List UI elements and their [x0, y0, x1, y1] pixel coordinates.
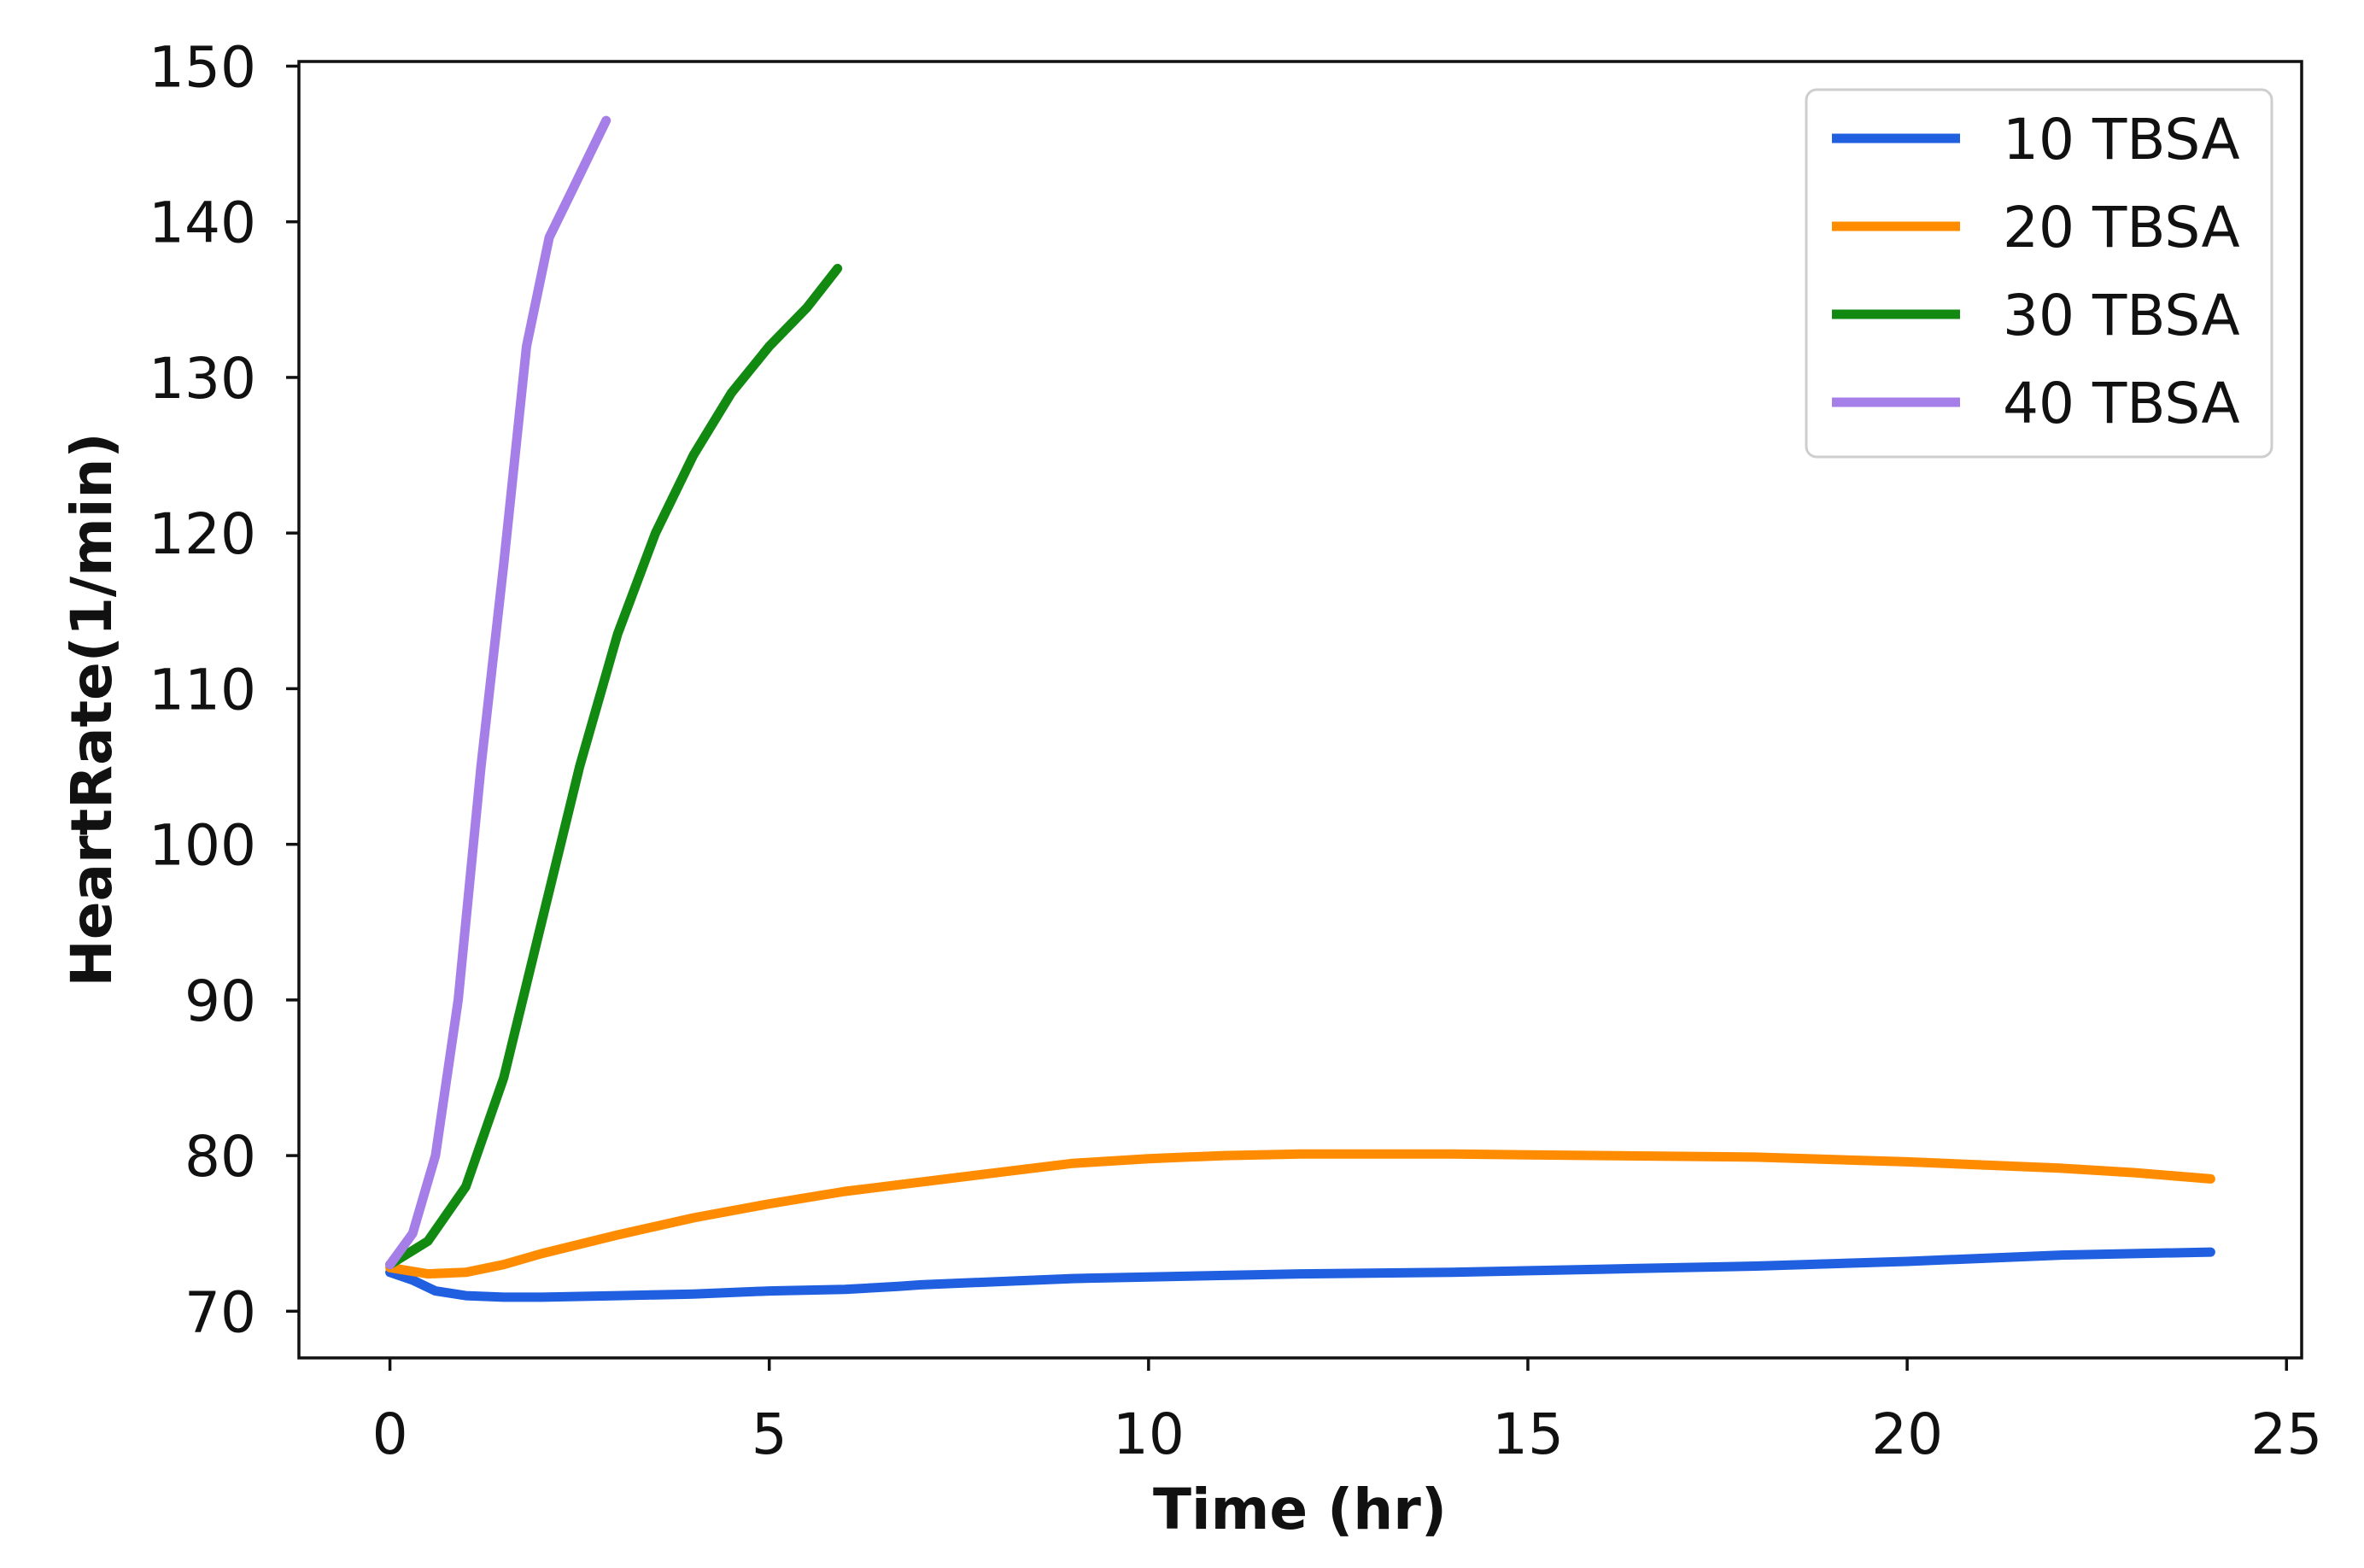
x-tick-label: 5 [752, 1401, 787, 1467]
y-axis: 70 80 90 100 110 120 130 140 150 [149, 34, 299, 1345]
x-tick-label: 15 [1492, 1401, 1564, 1467]
legend-label-10-tbsa: 10 TBSA [2003, 107, 2240, 173]
series-line-30-tbsa [385, 263, 843, 1270]
y-tick-label: 150 [149, 34, 256, 100]
legend: 10 TBSA 20 TBSA 30 TBSA 40 TBSA [1805, 88, 2273, 459]
y-tick-label: 110 [149, 657, 256, 723]
y-tick-label: 70 [184, 1279, 256, 1345]
x-tick-label: 0 [372, 1401, 408, 1467]
series-line-10-tbsa [385, 1247, 2215, 1302]
y-tick-label: 130 [149, 346, 256, 412]
x-axis-title: Time (hr) [1153, 1477, 1447, 1542]
x-tick-label: 10 [1113, 1401, 1185, 1467]
x-tick-label: 20 [1871, 1401, 1943, 1467]
y-tick-label: 120 [149, 501, 256, 567]
legend-label-40-tbsa: 40 TBSA [2003, 371, 2240, 436]
x-tick-label: 25 [2250, 1401, 2322, 1467]
series-layer [385, 115, 2215, 1302]
legend-label-20-tbsa: 20 TBSA [2003, 195, 2240, 260]
y-tick-label: 80 [184, 1124, 256, 1190]
y-tick-label: 140 [149, 190, 256, 256]
y-tick-label: 90 [184, 968, 256, 1034]
legend-frame [1805, 88, 2273, 459]
y-tick-label: 100 [149, 813, 256, 879]
y-axis-title: HeartRate(1/min) [59, 432, 125, 986]
x-axis: 0 5 10 15 20 25 [372, 1358, 2322, 1467]
series-line-20-tbsa [385, 1149, 2215, 1279]
plot-frame [297, 60, 2303, 1360]
series-line-40-tbsa [385, 115, 611, 1270]
legend-label-30-tbsa: 30 TBSA [2003, 283, 2240, 348]
